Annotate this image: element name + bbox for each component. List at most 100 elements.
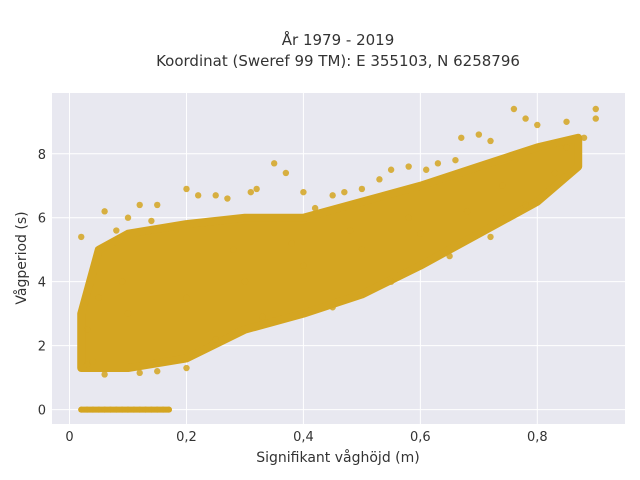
data-point <box>212 192 219 199</box>
data-point <box>136 369 143 377</box>
data-point <box>376 176 383 183</box>
data-point <box>124 310 132 317</box>
y-tick-label: 4 <box>38 276 46 291</box>
y-tick-label: 6 <box>38 212 46 227</box>
data-point <box>563 118 570 125</box>
chart-title-line2: Koordinat (Sweref 99 TM): E 355103, N 62… <box>156 52 520 70</box>
data-point <box>592 105 599 113</box>
data-point <box>78 406 85 413</box>
data-point <box>84 406 91 413</box>
data-point <box>446 252 453 260</box>
y-axis-label: Vågperiod (s) <box>13 211 30 304</box>
data-point <box>113 406 120 413</box>
data-point <box>487 137 494 145</box>
data-point <box>183 364 190 372</box>
data-point <box>142 406 149 413</box>
data-point <box>300 188 307 196</box>
data-point <box>136 201 143 209</box>
data-point <box>592 115 599 122</box>
data-point <box>311 204 319 212</box>
x-tick-label: 0,2 <box>176 430 197 445</box>
data-point <box>183 294 190 301</box>
data-point <box>510 105 518 113</box>
data-point <box>434 160 442 167</box>
data-point <box>563 144 570 151</box>
data-point <box>119 406 126 413</box>
data-point <box>300 262 307 269</box>
data-point <box>78 233 85 241</box>
y-tick-label: 8 <box>38 148 46 163</box>
chart-title-line1: År 1979 - 2019 <box>282 30 395 49</box>
dense-point-cloud <box>77 133 583 373</box>
data-point <box>341 188 348 196</box>
data-point <box>165 406 172 413</box>
data-point <box>89 406 96 413</box>
y-tick-label: 2 <box>38 340 46 355</box>
data-point <box>358 246 366 253</box>
data-point <box>387 166 395 173</box>
scatter-points <box>77 105 599 413</box>
data-point <box>124 214 132 221</box>
data-point <box>101 406 108 413</box>
data-point <box>405 163 412 170</box>
data-point <box>329 192 336 199</box>
data-point <box>475 131 483 138</box>
data-point <box>154 406 161 413</box>
data-point <box>224 195 231 202</box>
data-point <box>101 371 108 378</box>
data-point <box>125 406 132 413</box>
data-point <box>499 182 506 189</box>
data-point <box>358 185 366 193</box>
data-point <box>522 201 529 209</box>
data-point <box>534 121 541 129</box>
data-point <box>423 166 430 173</box>
x-tick-label: 0,8 <box>527 430 548 445</box>
data-point <box>329 304 336 311</box>
data-point <box>113 227 120 234</box>
x-tick-label: 0 <box>65 430 73 445</box>
data-point <box>154 201 161 209</box>
data-point <box>346 227 354 234</box>
data-point <box>95 406 102 413</box>
x-axis-label: Signifikant våghöjd (m) <box>256 449 419 466</box>
axis-ticks: 0 0,2 0,4 0,6 0,8 0 2 4 6 8 <box>38 148 548 445</box>
data-point <box>136 406 143 413</box>
data-point <box>405 214 412 221</box>
data-point <box>230 246 237 253</box>
data-point <box>270 160 278 167</box>
data-point <box>247 188 254 196</box>
data-point <box>580 134 588 141</box>
data-point <box>95 294 102 301</box>
y-tick-label: 0 <box>38 404 46 419</box>
data-point <box>387 278 395 285</box>
data-point <box>194 192 202 199</box>
data-point <box>241 278 249 285</box>
x-tick-label: 0,6 <box>410 430 431 445</box>
data-point <box>458 134 465 141</box>
data-point <box>417 230 424 237</box>
data-point <box>148 406 155 413</box>
data-point <box>212 336 219 343</box>
data-point <box>118 278 126 285</box>
data-point <box>148 217 155 225</box>
data-point <box>83 326 91 333</box>
data-point <box>551 169 559 177</box>
data-point <box>154 368 161 375</box>
data-point <box>107 406 114 413</box>
data-point <box>130 406 137 413</box>
data-point <box>183 185 190 193</box>
data-point <box>522 115 529 122</box>
data-point <box>463 208 471 215</box>
data-point <box>259 313 266 321</box>
data-point <box>452 156 459 164</box>
data-point <box>288 240 295 247</box>
data-point <box>160 406 167 413</box>
data-point <box>282 169 290 177</box>
data-point <box>253 185 260 193</box>
data-point <box>83 361 91 369</box>
x-tick-label: 0,4 <box>293 430 314 445</box>
data-point <box>101 208 108 215</box>
data-point <box>89 358 97 365</box>
data-point <box>487 233 494 241</box>
